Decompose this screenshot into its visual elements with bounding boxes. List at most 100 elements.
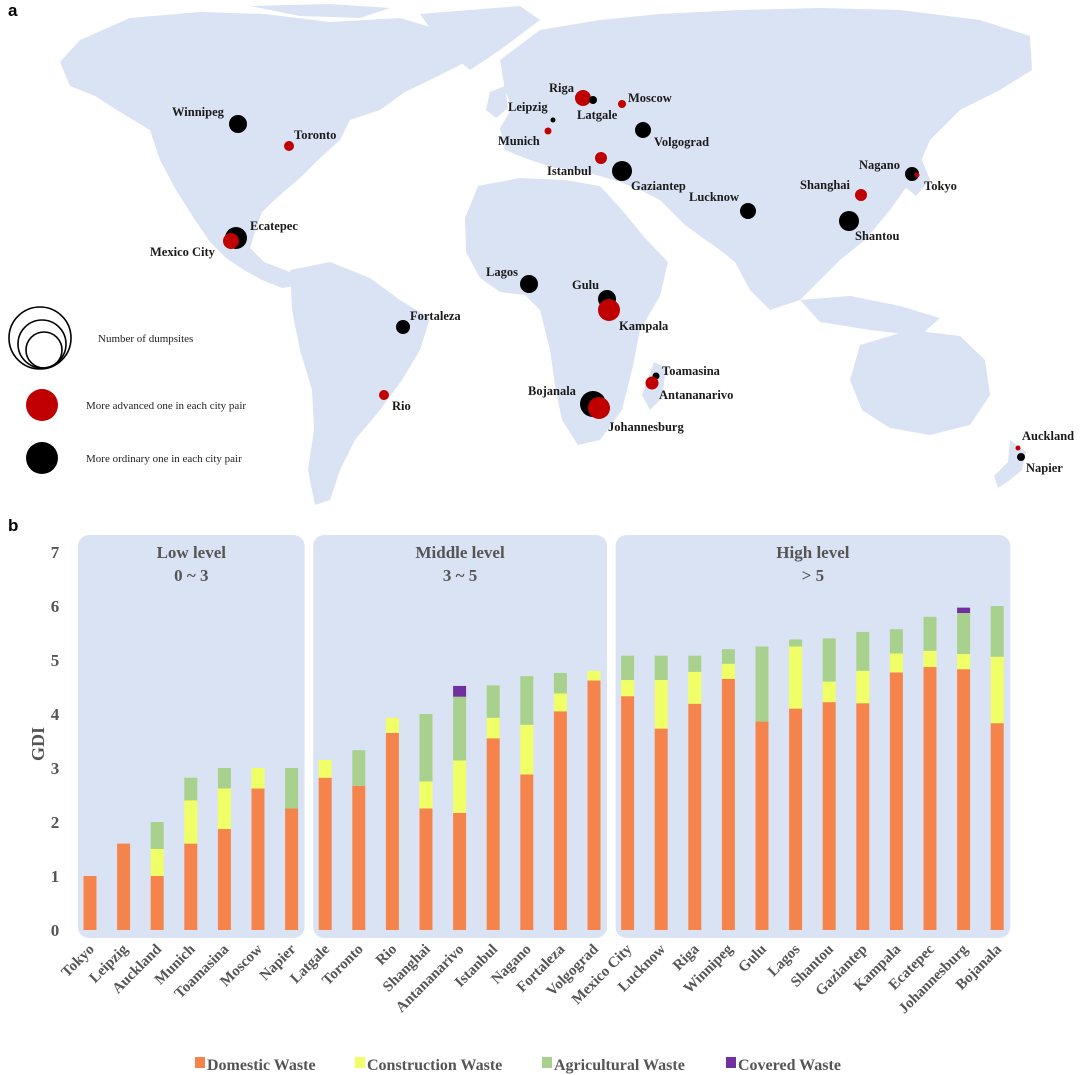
label-kampala: Kampala (619, 319, 669, 333)
bar-bojanala-domestic-waste (990, 723, 1004, 930)
band-high-level (615, 535, 1011, 938)
y-tick-6: 6 (51, 597, 60, 616)
y-tick-2: 2 (51, 813, 60, 832)
bar-gulu-domestic-waste (755, 721, 769, 930)
bar-auckland-construction-waste (150, 849, 164, 876)
bar-mexico-city-construction-waste (621, 679, 635, 697)
label-johannesburg: Johannesburg (608, 420, 684, 434)
label-latgale: Latgale (577, 108, 618, 122)
size-legend-text: Number of dumpsites (98, 333, 193, 345)
bar-fortaleza-domestic-waste (553, 711, 567, 930)
band-range-high-level: > 5 (802, 566, 824, 585)
panel-a-map: a (8, 1, 1074, 505)
x-axis-labels: TokyoLeipzigAucklandMunichToamasinaMosco… (59, 941, 1006, 1017)
label-mexico-city: Mexico City (150, 245, 216, 259)
bar-istanbul-agricultural-waste (486, 685, 500, 718)
label-antananarivo: Antananarivo (659, 388, 733, 402)
bar-toamasina-construction-waste (217, 788, 231, 830)
bar-winnipeg-construction-waste (721, 663, 735, 679)
bar-winnipeg-agricultural-waste (721, 649, 735, 664)
band-range-middle-level: 3 ~ 5 (443, 566, 477, 585)
bar-shanghai-domestic-waste (419, 808, 433, 930)
bar-nagano-domestic-waste (520, 774, 534, 930)
y-tick-3: 3 (51, 759, 60, 778)
label-shantou: Shantou (855, 229, 900, 243)
x-label-rio: Rio (373, 942, 400, 969)
uk-landmass (486, 86, 508, 118)
legend-label-construction-waste: Construction Waste (367, 1057, 502, 1074)
label-munich: Munich (498, 134, 540, 148)
bar-gaziantep-agricultural-waste (856, 631, 870, 671)
legend-swatch-covered-waste (726, 1057, 736, 1068)
bar-bojanala-construction-waste (990, 656, 1004, 724)
bar-riga-domestic-waste (688, 703, 702, 930)
marker-riga (575, 90, 591, 106)
y-tick-0: 0 (51, 921, 60, 940)
bar-toronto-agricultural-waste (352, 750, 366, 786)
chart-legend: Domestic Waste Construction Waste Agricult… (195, 1057, 841, 1074)
bar-nagano-agricultural-waste (520, 676, 534, 725)
label-leipzig: Leipzig (508, 100, 548, 114)
marker-napier (1017, 453, 1025, 461)
marker-tokyo (914, 172, 920, 178)
bar-munich-agricultural-waste (184, 777, 198, 801)
y-tick-7: 7 (51, 543, 60, 562)
marker-shantou (839, 211, 859, 231)
bar-winnipeg-domestic-waste (721, 678, 735, 930)
bar-antananarivo-domestic-waste (453, 812, 467, 930)
label-bojanala: Bojanala (528, 384, 577, 398)
label-gaziantep: Gaziantep (631, 179, 686, 193)
arctic-islands-landmass (250, 4, 390, 18)
bar-riga-agricultural-waste (688, 655, 702, 672)
bar-fortaleza-agricultural-waste (553, 672, 567, 694)
bar-antananarivo-covered-waste (453, 685, 467, 697)
bar-series (83, 606, 1004, 930)
marker-fortaleza (396, 320, 410, 334)
marker-volgograd (635, 122, 651, 138)
bar-leipzig-domestic-waste (117, 843, 131, 930)
bar-shantou-construction-waste (822, 681, 836, 703)
bar-volgograd-construction-waste (587, 670, 601, 681)
bar-rio-construction-waste (385, 717, 399, 733)
maritime-se-asia-landmass (800, 296, 940, 336)
legend-swatch-domestic-waste (195, 1057, 205, 1068)
bar-tokyo-domestic-waste (83, 876, 97, 930)
bar-johannesburg-covered-waste (957, 607, 971, 614)
bar-lagos-domestic-waste (789, 708, 803, 930)
bar-shanghai-agricultural-waste (419, 714, 433, 782)
level-bands: Low level 0 ~ 3 Middle level 3 ~ 5 High leve… (78, 535, 1011, 938)
label-moscow: Moscow (628, 91, 672, 105)
label-tokyo: Tokyo (924, 179, 957, 193)
bar-toamasina-domestic-waste (217, 829, 231, 930)
panel-b-chart: b GDI Low level 0 ~ 3 Middle level 3 ~ 5 Hig… (8, 516, 1011, 1074)
africa-landmass (465, 178, 668, 445)
band-title-middle-level: Middle level (415, 543, 505, 562)
legend-label-covered-waste: Covered Waste (738, 1057, 841, 1074)
advanced-legend-marker (26, 389, 58, 421)
bar-auckland-agricultural-waste (150, 822, 164, 849)
band-low-level (78, 535, 305, 938)
bar-shantou-agricultural-waste (822, 638, 836, 682)
label-shanghai: Shanghai (800, 178, 851, 192)
bar-bojanala-agricultural-waste (990, 606, 1004, 657)
y-axis-label: GDI (28, 727, 48, 761)
label-riga: Riga (549, 81, 575, 95)
marker-toronto (284, 141, 294, 151)
bar-nagano-construction-waste (520, 724, 534, 775)
label-volgograd: Volgograd (654, 135, 709, 149)
bar-lucknow-domestic-waste (654, 728, 668, 930)
label-auckland: Auckland (1022, 429, 1074, 443)
bar-moscow-domestic-waste (251, 788, 265, 930)
marker-leipzig (550, 117, 556, 123)
marker-lucknow (740, 203, 756, 219)
bar-lagos-agricultural-waste (789, 639, 803, 647)
label-toronto: Toronto (294, 128, 336, 142)
legend-label-domestic-waste: Domestic Waste (207, 1057, 316, 1074)
bar-auckland-domestic-waste (150, 876, 164, 930)
label-gulu: Gulu (572, 278, 599, 292)
y-axis-ticks: 0 1 2 3 4 5 6 7 (51, 543, 60, 940)
label-lucknow: Lucknow (689, 190, 739, 204)
legend-swatch-construction-waste (355, 1057, 365, 1068)
bar-lucknow-agricultural-waste (654, 655, 668, 680)
